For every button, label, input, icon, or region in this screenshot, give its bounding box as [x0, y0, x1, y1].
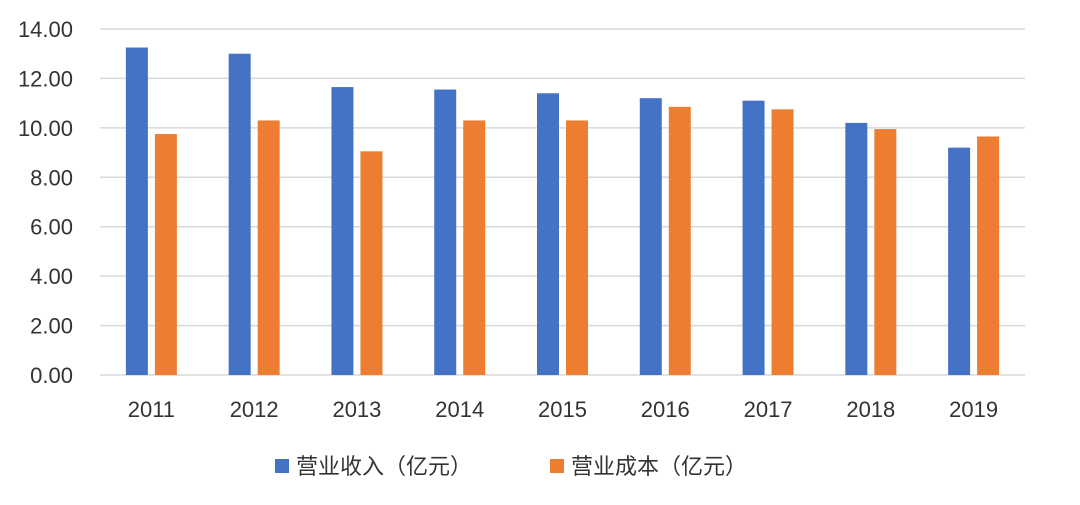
bars	[125, 47, 1000, 376]
x-tick-label: 2016	[641, 397, 690, 422]
x-tick-label: 2015	[538, 397, 587, 422]
x-tick-label: 2014	[435, 397, 484, 422]
y-tick-label: 4.00	[30, 264, 73, 289]
bar-revenue	[331, 87, 354, 375]
legend-label-revenue: 营业收入（亿元）	[296, 455, 472, 480]
legend: 营业收入（亿元） 营业成本（亿元）	[275, 455, 747, 480]
bar-revenue	[845, 122, 868, 376]
bar-revenue	[228, 53, 251, 375]
bar-cost	[771, 109, 794, 376]
y-tick-label: 14.00	[18, 17, 73, 42]
bar-cost	[463, 120, 486, 375]
x-tick-label: 2018	[846, 397, 895, 422]
x-tick-label: 2019	[949, 397, 998, 422]
y-tick-label: 10.00	[18, 116, 73, 141]
bar-cost	[154, 134, 177, 375]
bar-revenue	[742, 100, 765, 376]
bar-cost	[360, 151, 383, 375]
y-tick-label: 12.00	[18, 66, 73, 91]
x-tick-label: 2013	[332, 397, 381, 422]
y-tick-label: 0.00	[30, 363, 73, 388]
x-tick-label: 2017	[744, 397, 793, 422]
bar-revenue	[125, 47, 148, 376]
y-tick-label: 2.00	[30, 314, 73, 339]
legend-swatch-cost	[550, 459, 564, 473]
bar-cost	[977, 136, 1000, 375]
bar-cost	[566, 120, 588, 375]
bar-revenue	[537, 93, 559, 375]
bar-cost	[874, 129, 897, 375]
legend-swatch-revenue	[275, 459, 289, 473]
bar-revenue	[434, 89, 457, 376]
y-axis-ticks: 0.00 2.00 4.00 6.00 8.00 10.00 12.00 14.00	[18, 17, 73, 388]
x-axis-ticks: 2011 2012 2013 2014 2015 2016 2017 2018 2019	[128, 397, 998, 422]
bar-revenue	[639, 98, 662, 375]
x-tick-label: 2011	[128, 397, 175, 422]
bar-cost	[257, 120, 280, 375]
legend-label-cost: 营业成本（亿元）	[571, 455, 747, 480]
y-tick-label: 6.00	[30, 215, 73, 240]
x-tick-label: 2012	[230, 397, 279, 422]
gridlines	[100, 28, 1025, 376]
y-tick-label: 8.00	[30, 165, 73, 190]
bar-revenue	[948, 147, 971, 375]
bar-cost	[668, 106, 691, 375]
